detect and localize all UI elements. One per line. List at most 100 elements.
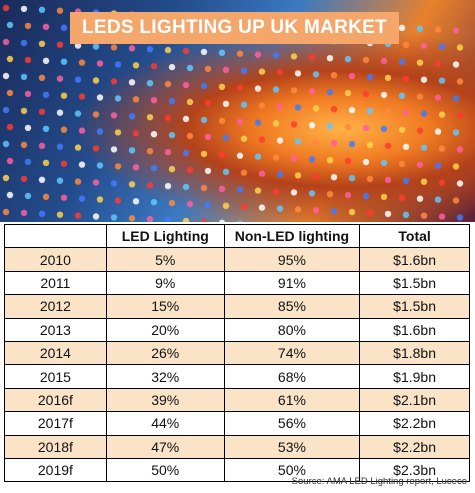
table-cell: 2019f xyxy=(4,457,107,483)
led-dot xyxy=(290,87,298,94)
led-dot xyxy=(42,91,50,99)
led-dot xyxy=(366,209,374,217)
led-dot xyxy=(96,196,104,203)
led-dot xyxy=(38,142,46,149)
led-dot xyxy=(182,47,190,55)
led-dot xyxy=(380,91,388,99)
led-dot xyxy=(96,128,104,135)
led-dot xyxy=(290,121,298,128)
table-cell: 2015 xyxy=(4,364,107,389)
table-cell: $2.3bn xyxy=(359,457,470,483)
led-dot xyxy=(78,161,86,168)
led-dot xyxy=(6,21,14,29)
led-dot xyxy=(168,199,176,207)
led-dot xyxy=(366,73,374,81)
led-dot xyxy=(380,193,388,201)
table-cell: 2018f xyxy=(4,434,107,459)
led-dot xyxy=(182,115,190,123)
table-cell: 2010 xyxy=(4,247,107,272)
led-dot xyxy=(60,92,68,99)
table-row: 2010 5% 95% $1.6bn xyxy=(4,247,470,272)
led-dot xyxy=(330,140,338,147)
led-dot xyxy=(92,77,100,84)
led-dot xyxy=(438,179,446,186)
led-dot xyxy=(204,99,212,107)
led-dot xyxy=(272,52,280,59)
led-dot xyxy=(38,40,46,47)
led-dot xyxy=(20,107,28,115)
led-dot xyxy=(164,114,172,122)
table-cell: 50% xyxy=(105,457,225,483)
led-dot xyxy=(128,45,136,52)
led-dot xyxy=(38,108,46,116)
led-dot xyxy=(74,178,82,185)
led-dot xyxy=(200,150,208,158)
led-dot xyxy=(380,159,388,167)
led-dot xyxy=(56,41,64,48)
table-cell: 44% xyxy=(105,411,225,436)
led-dot xyxy=(222,134,230,141)
led-dot xyxy=(218,219,226,222)
led-dot xyxy=(344,157,352,165)
led-dot xyxy=(42,57,50,64)
led-dot xyxy=(218,117,226,125)
led-dot xyxy=(204,133,212,141)
led-dot xyxy=(237,220,243,222)
led-dot xyxy=(312,139,320,146)
led-dot xyxy=(38,210,46,217)
led-dot xyxy=(290,155,298,162)
led-dot xyxy=(146,148,154,155)
led-dot xyxy=(42,159,50,166)
header-row: LED Lighting Non-LED lighting Total xyxy=(4,223,470,249)
led-dot xyxy=(308,190,316,197)
table-cell: 2016f xyxy=(4,387,107,413)
led-dot xyxy=(452,95,460,102)
table-cell: $1.9bn xyxy=(359,364,470,389)
led-dot xyxy=(258,170,266,177)
led-dot xyxy=(56,7,64,14)
led-dot xyxy=(276,137,284,144)
led-dot xyxy=(218,49,226,56)
led-dot xyxy=(38,74,46,82)
led-dot xyxy=(24,90,32,98)
led-dot xyxy=(276,205,284,212)
led-dot xyxy=(186,132,194,140)
led-dot xyxy=(438,111,446,118)
led-dot xyxy=(258,102,266,109)
led-dot xyxy=(330,174,338,181)
led-dot xyxy=(452,163,460,170)
led-dot xyxy=(326,55,334,62)
led-dot xyxy=(2,106,10,114)
led-dot xyxy=(114,163,122,170)
led-dot xyxy=(204,201,212,209)
led-dot xyxy=(380,125,388,133)
led-dot xyxy=(272,154,280,161)
led-dot xyxy=(24,22,32,30)
table-cell: 2012 xyxy=(4,294,107,319)
led-dot xyxy=(348,208,356,216)
led-dot xyxy=(182,149,190,157)
table-row: 2012 15% 85% $1.5bn xyxy=(4,294,470,319)
led-dot xyxy=(60,58,68,65)
led-dot xyxy=(236,118,244,125)
led-dot xyxy=(348,72,356,80)
led-dot xyxy=(42,193,50,200)
table-cell: 80% xyxy=(223,317,361,342)
led-dot xyxy=(256,221,260,222)
table-cell: 53% xyxy=(223,434,361,459)
led-dot xyxy=(78,59,86,66)
led-dot xyxy=(164,182,172,190)
led-dot xyxy=(236,50,244,57)
led-dot xyxy=(92,213,100,220)
column-header: Non-LED lighting xyxy=(223,223,361,249)
led-dot xyxy=(254,119,262,126)
led-dot xyxy=(222,168,230,175)
led-dot xyxy=(308,156,316,163)
led-dot xyxy=(60,126,68,133)
led-dot xyxy=(168,63,176,71)
led-dot xyxy=(168,165,176,173)
led-dot xyxy=(186,200,194,208)
led-dot xyxy=(78,195,86,202)
led-dot xyxy=(384,176,392,184)
led-dot xyxy=(92,43,100,50)
